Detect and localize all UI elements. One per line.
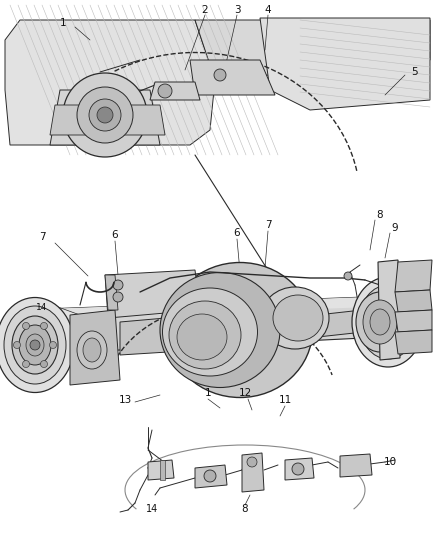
Circle shape (113, 292, 123, 302)
Circle shape (40, 360, 47, 368)
Polygon shape (50, 105, 165, 135)
Polygon shape (260, 18, 430, 110)
Polygon shape (105, 275, 118, 310)
Text: 2: 2 (201, 5, 208, 15)
Text: 7: 7 (39, 232, 45, 242)
Polygon shape (70, 310, 120, 385)
Ellipse shape (352, 277, 424, 367)
Polygon shape (395, 290, 432, 312)
Text: 5: 5 (412, 67, 418, 77)
Ellipse shape (4, 306, 66, 384)
Polygon shape (395, 330, 432, 354)
Circle shape (89, 99, 121, 131)
Ellipse shape (261, 287, 329, 349)
Text: 6: 6 (234, 228, 240, 238)
Polygon shape (18, 295, 425, 355)
Ellipse shape (167, 262, 312, 398)
Polygon shape (285, 458, 314, 480)
Text: 12: 12 (238, 388, 251, 398)
Polygon shape (50, 90, 160, 145)
Ellipse shape (363, 300, 397, 344)
Polygon shape (120, 315, 200, 355)
Ellipse shape (356, 292, 404, 352)
Circle shape (63, 73, 147, 157)
Circle shape (30, 340, 40, 350)
Polygon shape (340, 454, 372, 477)
Polygon shape (195, 465, 227, 488)
Circle shape (97, 107, 113, 123)
Text: 1: 1 (205, 388, 211, 398)
Text: 8: 8 (242, 504, 248, 514)
Ellipse shape (160, 272, 280, 387)
Ellipse shape (359, 285, 417, 359)
Ellipse shape (26, 334, 44, 356)
Polygon shape (190, 60, 275, 95)
Text: 14: 14 (36, 303, 48, 311)
Circle shape (14, 342, 21, 349)
Ellipse shape (169, 301, 241, 369)
Text: 1: 1 (60, 18, 66, 28)
Ellipse shape (370, 309, 390, 335)
Circle shape (40, 322, 47, 329)
Text: 3: 3 (234, 5, 240, 15)
Ellipse shape (0, 297, 74, 392)
Circle shape (247, 457, 257, 467)
Circle shape (49, 342, 57, 349)
Text: 6: 6 (112, 230, 118, 240)
Circle shape (113, 280, 123, 290)
Circle shape (22, 322, 29, 329)
Text: 8: 8 (377, 210, 383, 220)
Polygon shape (18, 295, 425, 320)
Polygon shape (378, 260, 400, 360)
Polygon shape (290, 308, 382, 340)
Ellipse shape (83, 338, 101, 362)
Polygon shape (105, 270, 200, 318)
Circle shape (77, 87, 133, 143)
Circle shape (344, 272, 352, 280)
Ellipse shape (273, 295, 323, 341)
Circle shape (292, 463, 304, 475)
Circle shape (22, 360, 29, 368)
Text: 9: 9 (392, 223, 398, 233)
Polygon shape (395, 310, 432, 332)
Ellipse shape (19, 325, 51, 365)
Polygon shape (5, 20, 215, 145)
Polygon shape (395, 260, 432, 292)
Text: 10: 10 (383, 457, 396, 467)
Ellipse shape (177, 314, 227, 360)
Text: 11: 11 (279, 395, 292, 405)
Polygon shape (195, 20, 430, 80)
Polygon shape (160, 460, 165, 480)
Polygon shape (242, 453, 264, 492)
Circle shape (214, 69, 226, 81)
Polygon shape (150, 82, 200, 100)
Text: 4: 4 (265, 5, 271, 15)
Ellipse shape (162, 288, 258, 376)
Circle shape (204, 470, 216, 482)
Ellipse shape (77, 331, 107, 369)
Text: 14: 14 (146, 504, 158, 514)
Text: 7: 7 (265, 220, 271, 230)
Text: 13: 13 (118, 395, 132, 405)
Circle shape (158, 84, 172, 98)
Ellipse shape (12, 316, 58, 374)
Polygon shape (148, 460, 174, 480)
